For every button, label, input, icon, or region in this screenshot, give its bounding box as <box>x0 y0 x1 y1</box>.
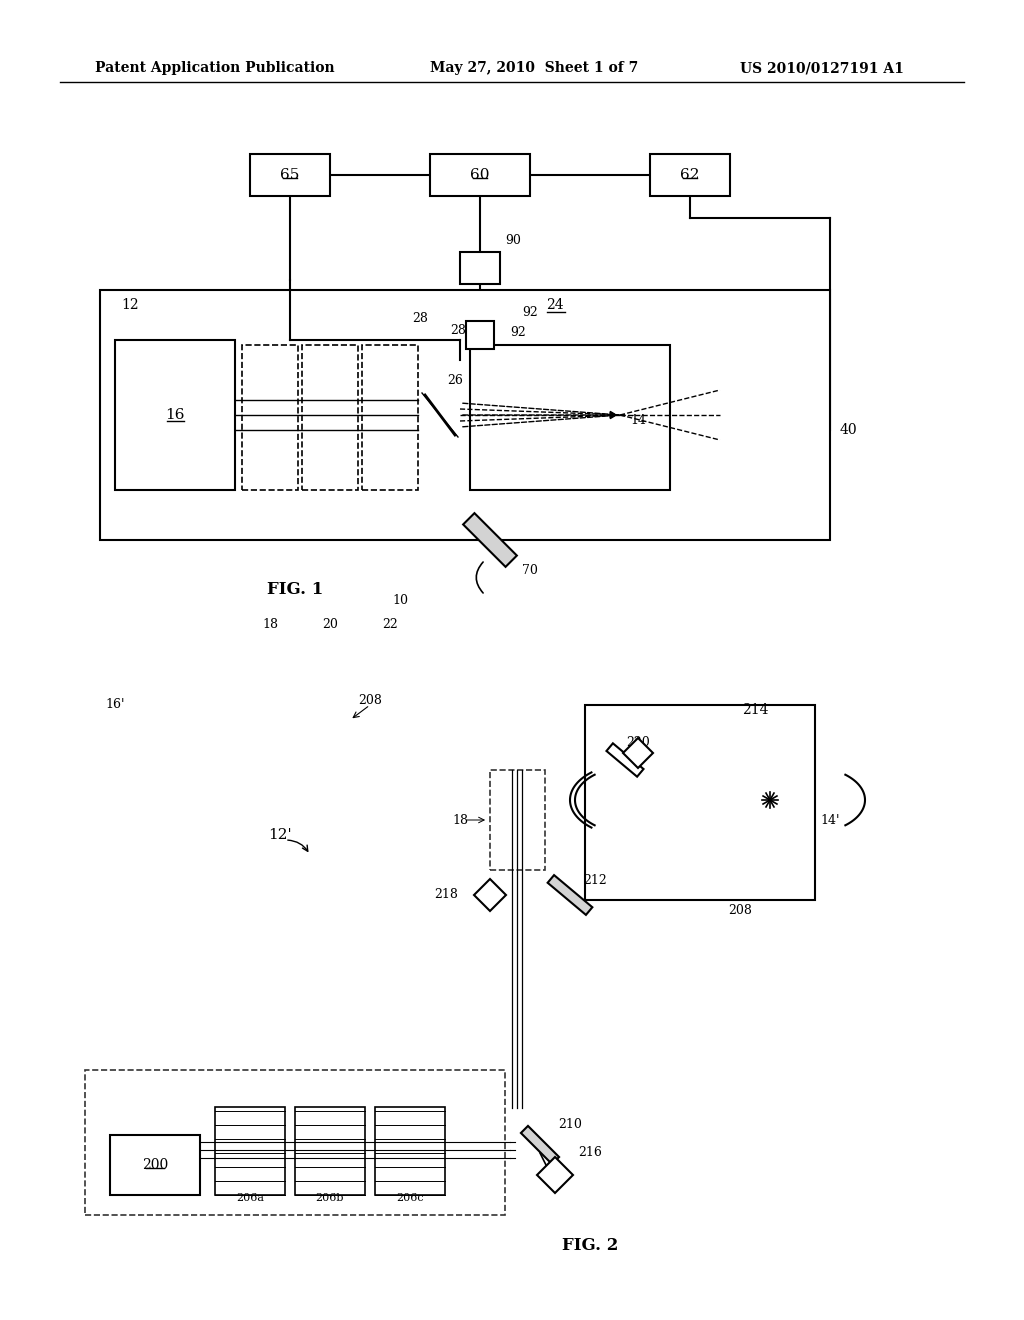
Polygon shape <box>537 1158 573 1193</box>
Text: 92: 92 <box>510 326 525 338</box>
Text: 65: 65 <box>281 168 300 182</box>
Text: 90: 90 <box>505 234 521 247</box>
Text: 62: 62 <box>680 168 699 182</box>
Text: 28: 28 <box>412 312 428 325</box>
Text: 18: 18 <box>262 619 278 631</box>
Text: 16: 16 <box>165 408 184 422</box>
Text: 220: 220 <box>626 735 650 748</box>
Text: 14': 14' <box>820 813 840 826</box>
Text: 214: 214 <box>741 704 768 717</box>
Text: 200: 200 <box>142 1158 168 1172</box>
FancyBboxPatch shape <box>302 345 358 490</box>
FancyBboxPatch shape <box>490 770 545 870</box>
Text: 210: 210 <box>558 1118 582 1131</box>
FancyBboxPatch shape <box>100 290 830 540</box>
Text: 26: 26 <box>447 374 463 387</box>
Text: 216: 216 <box>579 1147 602 1159</box>
Text: May 27, 2010  Sheet 1 of 7: May 27, 2010 Sheet 1 of 7 <box>430 61 638 75</box>
Text: Patent Application Publication: Patent Application Publication <box>95 61 335 75</box>
Text: 92: 92 <box>522 305 538 318</box>
Text: 24: 24 <box>546 298 564 312</box>
FancyBboxPatch shape <box>362 345 418 490</box>
Text: 60: 60 <box>470 168 489 182</box>
Polygon shape <box>463 513 517 566</box>
Text: 70: 70 <box>522 564 538 577</box>
Text: FIG. 2: FIG. 2 <box>562 1237 618 1254</box>
Text: 22: 22 <box>382 619 398 631</box>
Text: 206c: 206c <box>396 1193 424 1203</box>
Text: 16': 16' <box>105 698 125 711</box>
FancyBboxPatch shape <box>250 154 330 195</box>
Text: 212: 212 <box>583 874 607 887</box>
Text: 206b: 206b <box>315 1193 344 1203</box>
Text: 206a: 206a <box>236 1193 264 1203</box>
Text: 18: 18 <box>452 813 468 826</box>
Text: 218: 218 <box>434 888 458 902</box>
FancyBboxPatch shape <box>242 345 298 490</box>
FancyBboxPatch shape <box>430 154 530 195</box>
Text: 20: 20 <box>323 619 338 631</box>
FancyBboxPatch shape <box>460 252 500 284</box>
FancyBboxPatch shape <box>215 1107 285 1195</box>
FancyBboxPatch shape <box>466 321 494 348</box>
Polygon shape <box>623 738 653 768</box>
Text: US 2010/0127191 A1: US 2010/0127191 A1 <box>740 61 904 75</box>
Polygon shape <box>606 743 643 776</box>
Polygon shape <box>521 1126 559 1164</box>
Text: 28: 28 <box>450 323 466 337</box>
FancyBboxPatch shape <box>115 341 234 490</box>
Text: 208: 208 <box>358 693 382 706</box>
FancyBboxPatch shape <box>110 1135 200 1195</box>
Text: 40: 40 <box>840 422 858 437</box>
Text: 10: 10 <box>392 594 408 606</box>
Polygon shape <box>474 879 506 911</box>
Polygon shape <box>548 875 592 915</box>
Text: FIG. 1: FIG. 1 <box>267 582 324 598</box>
FancyBboxPatch shape <box>650 154 730 195</box>
FancyBboxPatch shape <box>585 705 815 900</box>
FancyBboxPatch shape <box>85 1071 505 1214</box>
FancyBboxPatch shape <box>470 345 670 490</box>
Text: 14: 14 <box>630 413 646 426</box>
Text: 208: 208 <box>728 903 752 916</box>
FancyBboxPatch shape <box>375 1107 445 1195</box>
Text: 12: 12 <box>121 298 139 312</box>
FancyBboxPatch shape <box>295 1107 365 1195</box>
Text: 12': 12' <box>268 828 292 842</box>
